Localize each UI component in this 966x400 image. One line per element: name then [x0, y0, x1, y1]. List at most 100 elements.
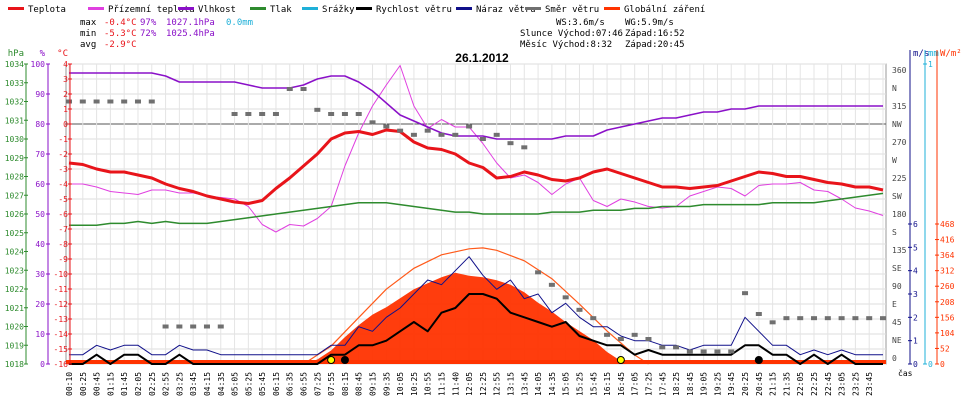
- wind-dir-point: [259, 112, 266, 116]
- x-tick-label: 23:05: [838, 372, 847, 396]
- dir-tick-label: W: [892, 156, 897, 165]
- pct-tick-label: 10: [35, 330, 45, 339]
- legend-label-2: Přízemní teplota: [108, 5, 195, 15]
- stat-min-temp: -5.3°C: [104, 29, 137, 39]
- wind-dir-point: [107, 99, 114, 104]
- x-tick-label: 11:40: [451, 372, 460, 396]
- wind-dir-point: [162, 324, 169, 329]
- wind-dir-point: [383, 124, 390, 129]
- right-axes: 360N315NW270W225SW180S135SE90E45NE0m/s65…: [892, 49, 962, 369]
- wind-dir-point: [314, 107, 321, 112]
- wind-dir-point: [328, 112, 335, 116]
- x-tick-label: 14:05: [534, 372, 543, 396]
- x-tick-label: 09:15: [369, 372, 378, 396]
- x-tick-label: 21:35: [782, 372, 791, 396]
- mm-axis-title: mm: [928, 49, 939, 59]
- moonset-marker: [754, 356, 763, 364]
- x-tick-label: 22:25: [810, 372, 819, 396]
- x-tick-label: 14:35: [548, 372, 557, 396]
- mm-tick-label: 0: [928, 360, 933, 369]
- x-tick-label: 12:05: [465, 372, 474, 396]
- ms-axis-title: m/s: [913, 49, 929, 59]
- x-tick-label: 15:45: [589, 372, 598, 396]
- x-tick-label: 11:15: [438, 372, 447, 396]
- hpa-tick-label: 1025: [5, 229, 24, 238]
- wind-dir-point: [714, 349, 721, 354]
- hpa-tick-label: 1031: [5, 116, 24, 125]
- x-axis-title: čas: [898, 368, 913, 378]
- x-tick-label: 23:25: [851, 372, 860, 396]
- wind-dir-point: [769, 320, 776, 325]
- wind-dir-point: [341, 112, 348, 116]
- mm-tick-label: 1: [928, 60, 933, 69]
- legend-swatch-8: [525, 7, 541, 10]
- dir-tick-label: 225: [892, 174, 907, 183]
- legend-swatch-4: [250, 7, 266, 10]
- hpa-tick-label: 1029: [5, 154, 24, 163]
- stats-block: max -0.4°C 97% 1027.1hPa 0.0mm min -5.3°C 72% 10…: [80, 18, 253, 50]
- x-tick-label: 22:05: [796, 372, 805, 396]
- pct-tick-label: 100: [31, 60, 46, 69]
- dir-tick-label: SE: [892, 264, 902, 273]
- x-tick-label: 18:45: [686, 372, 695, 396]
- degc-tick-label: -5: [58, 195, 68, 204]
- info-sun-set: Západ:16:52: [625, 29, 685, 39]
- info-ws: WS:3.6m/s: [556, 18, 605, 28]
- wind-speed-line: [69, 293, 883, 365]
- x-tick-label: 10:05: [396, 372, 405, 396]
- stat-max-rain: 0.0mm: [226, 18, 253, 28]
- degc-tick-label: -6: [58, 210, 68, 219]
- wind-dir-point: [203, 324, 210, 329]
- x-tick-label: 02:05: [134, 372, 143, 396]
- legend-label-4: Tlak: [270, 5, 292, 15]
- sunset-marker: [616, 356, 625, 364]
- wind-dir-point: [286, 87, 293, 91]
- sun-moon-markers: [327, 356, 763, 364]
- wm-tick-label: 0: [940, 360, 945, 369]
- x-tick-label: 15:25: [575, 372, 584, 396]
- hpa-tick-label: 1026: [5, 210, 24, 219]
- x-tick-label: 19:25: [713, 372, 722, 396]
- dir-tick-label: NW: [892, 120, 902, 129]
- x-tick-label: 04:15: [203, 372, 212, 396]
- wind-direction-series: [66, 87, 886, 354]
- series-lines: [68, 65, 884, 365]
- wm-tick-label: 416: [940, 236, 955, 245]
- degc-tick-label: 4: [63, 60, 68, 69]
- wind-dir-point: [66, 99, 72, 104]
- temperature-line: [68, 128, 884, 205]
- x-tick-label: 03:45: [189, 372, 198, 396]
- wind-dir-point: [217, 324, 224, 329]
- x-tick-label: 17:45: [658, 372, 667, 396]
- wind-dir-point: [604, 332, 611, 337]
- legend-swatch-3: [178, 7, 194, 10]
- pct-tick-label: 70: [35, 150, 45, 159]
- wm-tick-label: 52: [940, 344, 950, 353]
- wind-dir-point: [535, 270, 542, 275]
- ms-tick-label: 4: [913, 267, 918, 276]
- sunrise-marker: [327, 356, 336, 364]
- x-tick-label: 22:45: [824, 372, 833, 396]
- dir-tick-label: N: [892, 84, 897, 93]
- wind-dir-point: [686, 349, 693, 354]
- hpa-tick-label: 1028: [5, 173, 24, 182]
- x-tick-label: 17:25: [644, 372, 653, 396]
- wind-dir-point: [866, 316, 873, 321]
- wind-dir-point: [659, 345, 666, 350]
- wind-dir-point: [645, 337, 652, 341]
- degc-tick-label: -11: [54, 285, 69, 294]
- x-tick-label: 02:25: [148, 372, 157, 396]
- degc-tick-label: -3: [58, 165, 68, 174]
- wind-dir-point: [562, 295, 569, 300]
- legend-swatch-7: [456, 7, 472, 10]
- wind-dir-point: [742, 291, 749, 296]
- hpa-tick-label: 1022: [5, 285, 24, 294]
- wind-dir-point: [824, 316, 831, 321]
- left-axes: hPa1034103310321031103010291028102710261…: [5, 49, 72, 369]
- stat-avg-temp: -2.9°C: [104, 40, 137, 50]
- x-tick-label: 09:35: [382, 372, 391, 396]
- chart-title: 26.1.2012: [455, 51, 509, 65]
- wind-dir-point: [700, 349, 707, 354]
- legend-swatch-6: [356, 7, 372, 10]
- stat-max-temp: -0.4°C: [104, 18, 137, 28]
